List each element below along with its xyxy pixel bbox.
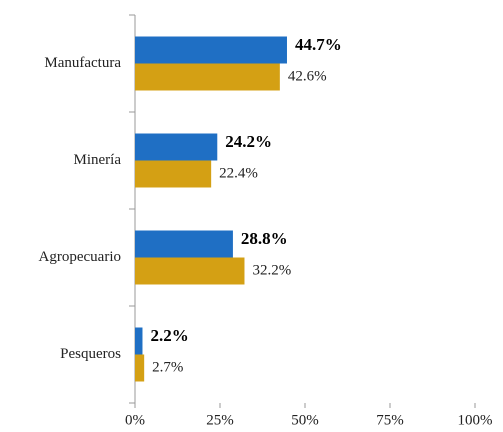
bar: [135, 63, 280, 91]
x-tick-label: 50%: [291, 412, 319, 428]
value-label: 2.2%: [150, 326, 188, 345]
value-label: 42.6%: [288, 68, 327, 84]
value-label: 2.7%: [152, 359, 183, 375]
value-label: 22.4%: [219, 165, 258, 181]
bar: [135, 160, 212, 188]
y-tick-label: Pesqueros: [60, 346, 121, 362]
y-tick-label: Manufactura: [44, 55, 121, 71]
y-tick-label: Agropecuario: [39, 249, 121, 265]
y-tick-label: Minería: [74, 152, 122, 168]
bar: [135, 133, 218, 161]
value-label: 28.8%: [241, 229, 288, 248]
bar: [135, 36, 287, 64]
value-label: 24.2%: [225, 132, 272, 151]
x-tick-label: 75%: [376, 412, 404, 428]
x-tick-label: 0%: [125, 412, 145, 428]
x-tick-label: 100%: [458, 412, 493, 428]
bar: [135, 230, 233, 258]
bar: [135, 327, 143, 355]
bar: [135, 257, 245, 285]
bar: [135, 354, 145, 382]
value-label: 32.2%: [252, 262, 291, 278]
x-tick-label: 25%: [206, 412, 234, 428]
value-label: 44.7%: [295, 35, 342, 54]
